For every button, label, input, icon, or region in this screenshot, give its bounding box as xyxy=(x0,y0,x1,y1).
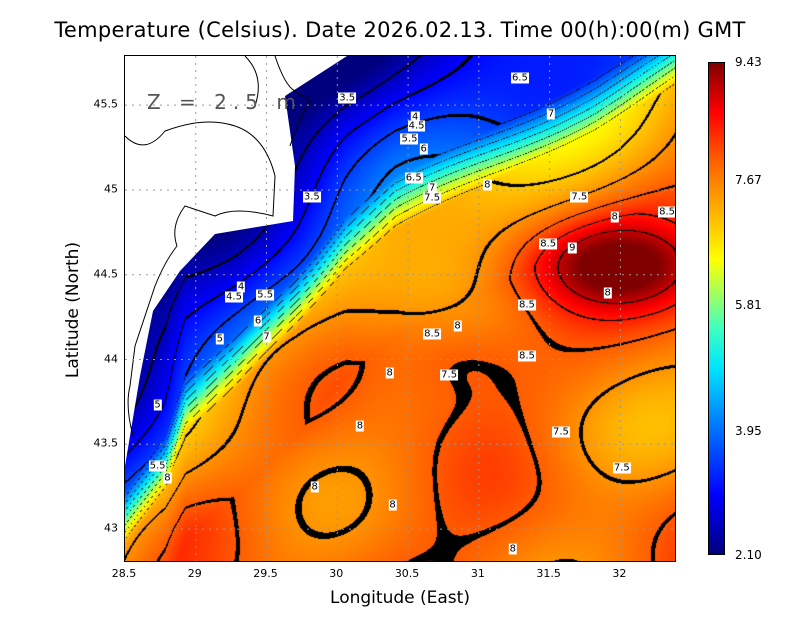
contour-label: 8.5 xyxy=(539,238,558,250)
contour-label: 8 xyxy=(508,543,517,555)
x-tick-label: 31.5 xyxy=(536,567,561,580)
map-overlay xyxy=(125,56,675,561)
contour-label: 7.5 xyxy=(551,426,570,438)
contour-label: 9 xyxy=(568,242,577,254)
contour-label: 7 xyxy=(262,331,271,343)
contour-label: 5 xyxy=(153,399,162,411)
contour-label: 7 xyxy=(546,108,556,120)
contour-label: 5 xyxy=(215,333,225,345)
colorbar-tick-label: 5.81 xyxy=(735,298,762,313)
contour-label: 8 xyxy=(355,420,365,432)
y-axis-label: Latitude (North) xyxy=(63,241,83,379)
colorbar-tick-label: 3.95 xyxy=(735,423,762,438)
contour-label: 8 xyxy=(610,211,619,223)
depth-label: Z = 2.5 m xyxy=(147,90,302,114)
contour-label: 6.5 xyxy=(404,172,423,184)
contour-label: 3.5 xyxy=(338,92,357,104)
contour-label: 7.5 xyxy=(570,191,589,203)
contour-label: 5.5 xyxy=(400,133,419,145)
contour-label: 8 xyxy=(310,481,319,493)
contour-label: 5.5 xyxy=(256,289,275,301)
contour-label: 6 xyxy=(253,315,263,327)
colorbar-tick-label: 7.67 xyxy=(735,173,762,188)
contour-label: 8 xyxy=(483,179,492,191)
contour-label: 8 xyxy=(163,472,172,484)
y-tick-label: 43.5 xyxy=(93,436,119,450)
contour-label: 3.5 xyxy=(302,191,321,203)
y-tick-label: 45 xyxy=(104,182,118,196)
coastline-north xyxy=(244,56,311,147)
x-axis-label: Longitude (East) xyxy=(330,588,470,608)
x-tick-label: 32 xyxy=(612,567,627,580)
y-tick-label: 44 xyxy=(104,352,118,366)
x-tick-label: 30 xyxy=(329,567,344,580)
contour-label: 8 xyxy=(388,499,397,511)
x-tick-label: 28.5 xyxy=(111,567,137,580)
contour-label: 8 xyxy=(453,320,462,332)
y-tick-label: 44.5 xyxy=(93,267,119,281)
contour-label: 8.5 xyxy=(518,350,536,362)
contour-label: 8.5 xyxy=(658,206,676,218)
colorbar-tick-label: 2.10 xyxy=(735,548,762,562)
contour-label: 7.5 xyxy=(423,192,442,204)
contour-label: 7.5 xyxy=(612,462,631,474)
y-tick-label: 43 xyxy=(104,521,118,535)
contour-label: 8.5 xyxy=(518,299,536,311)
land-area xyxy=(125,56,347,466)
colorbar xyxy=(708,62,725,555)
contour-label: 4.5 xyxy=(407,120,426,132)
map-title: Temperature (Celsius). Date 2026.02.13. … xyxy=(54,18,746,42)
x-tick-label: 29.5 xyxy=(253,567,278,580)
map-plot-area: 3.5 4 4.5 5.5 6 6.5 7 6.5 7 7.5 8 7.5 3.5 8 8.5 8.5 9 4 4.… xyxy=(124,55,676,562)
contour-label: 5.5 xyxy=(148,460,167,472)
contour-label: 7 xyxy=(427,182,437,194)
contour-label: 7.5 xyxy=(440,369,459,381)
contour-label: 6 xyxy=(419,143,428,155)
contour-label: 8 xyxy=(603,287,612,299)
x-tick-label: 31 xyxy=(470,567,485,580)
contour-label: 4 xyxy=(410,111,420,123)
coastline xyxy=(125,121,276,437)
contour-label: 4.5 xyxy=(225,291,243,303)
colorbar-tick-label: 9.43 xyxy=(735,55,762,69)
x-tick-label: 29 xyxy=(187,567,202,580)
contour-label: 8 xyxy=(385,367,394,379)
contour-label: 6.5 xyxy=(510,72,529,84)
contour-label: 4 xyxy=(236,281,246,293)
x-tick-label: 30.5 xyxy=(394,567,420,580)
y-tick-label: 45.5 xyxy=(93,97,119,111)
contour-label: 8.5 xyxy=(423,328,442,340)
